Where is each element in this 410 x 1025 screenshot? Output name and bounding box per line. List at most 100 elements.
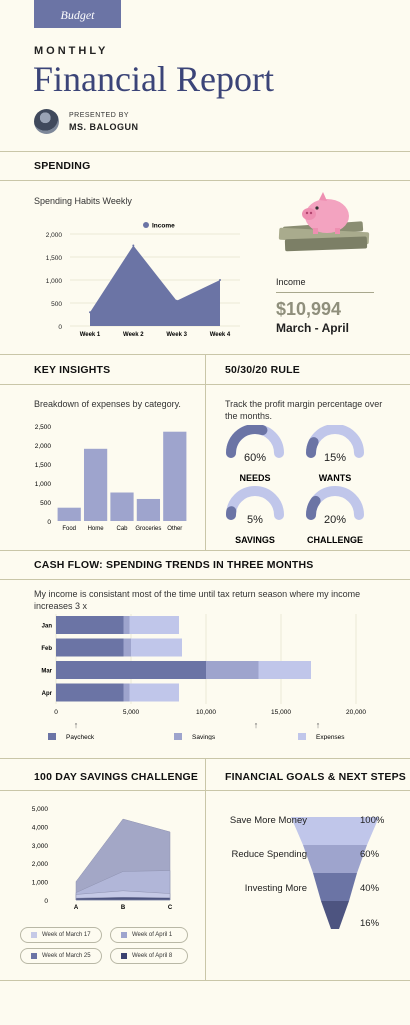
- gauge-value: 20%: [324, 514, 346, 526]
- x-tick-label: Week 3: [166, 332, 187, 338]
- legend-item: Week of April 1: [110, 927, 188, 943]
- goal-percent: 40%: [360, 883, 380, 894]
- bar-segment: [131, 638, 182, 657]
- y-tick-label: 2,000: [46, 232, 63, 239]
- y-tick-label: 1,000: [35, 481, 52, 488]
- legend-label: Week of March 17: [42, 932, 91, 938]
- income-label: Income: [276, 277, 306, 287]
- legend-swatch: [143, 222, 149, 228]
- column-divider: [205, 354, 206, 550]
- presenter-name: MS. BALOGUN: [69, 122, 139, 132]
- funnel-segment: [313, 873, 357, 901]
- y-tick-label: 0: [47, 519, 51, 526]
- gauge-value: 5%: [247, 514, 263, 526]
- gauge-fill: [306, 495, 321, 520]
- y-tick-label: 5,000: [32, 806, 49, 813]
- legend-item: Week of April 8: [110, 948, 188, 964]
- x-tick-label: 15,000: [271, 709, 291, 716]
- y-tick-label: Feb: [41, 646, 52, 652]
- y-tick-label: 0: [44, 898, 48, 905]
- gauge-fill: [306, 437, 319, 458]
- goal-percent: 100%: [360, 815, 385, 826]
- x-tick-label: Other: [167, 526, 182, 532]
- legend-swatch: [121, 953, 127, 959]
- gauge-label: NEEDS: [239, 473, 270, 483]
- y-tick-label: 500: [40, 500, 51, 507]
- data-point: [175, 299, 178, 302]
- y-tick-label: 3,000: [32, 843, 49, 850]
- x-tick-label: 5,000: [123, 709, 140, 716]
- divider: [0, 790, 410, 791]
- funnel-segment: [291, 817, 379, 845]
- goal-label: Reduce Spending: [231, 849, 307, 860]
- divider: [0, 384, 410, 385]
- arrow-marker: ↑: [316, 720, 321, 730]
- bar-segment: [206, 661, 259, 679]
- bar-segment: [129, 616, 179, 634]
- bar-segment: [56, 638, 124, 657]
- legend-swatch: [298, 733, 306, 740]
- gauge-fill: [226, 425, 268, 458]
- x-tick-label: B: [121, 905, 126, 911]
- y-tick-label: Jan: [42, 624, 53, 630]
- x-tick-label: Week 2: [123, 332, 144, 338]
- challenge-area-chart: 0 1,000 2,000 3,000 4,000 5,000 A B C: [32, 806, 173, 911]
- y-tick-label: 1,000: [46, 278, 63, 285]
- y-tick-label: 2,500: [35, 424, 52, 431]
- legend-label: Paycheck: [66, 734, 95, 740]
- y-tick-label: Mar: [41, 669, 52, 675]
- legend-label: Week of April 1: [132, 932, 173, 938]
- legend-item: Week of March 17: [20, 927, 102, 943]
- income-period: March - April: [276, 321, 349, 335]
- goal-percent: 60%: [360, 849, 380, 860]
- legend-label: Expenses: [316, 734, 345, 740]
- gauge-value: 15%: [324, 452, 346, 464]
- series-area: [75, 896, 171, 901]
- legend-label: Income: [152, 223, 175, 230]
- key-insights-title: KEY INSIGHTS: [34, 364, 111, 376]
- legend-swatch: [174, 733, 182, 740]
- legend-swatch: [31, 932, 37, 938]
- x-tick-label: Cab: [116, 526, 128, 532]
- category-bar-chart: 0 500 1,000 1,500 2,000 2,500 Food Home Cab Groce…: [35, 424, 187, 532]
- divider: [0, 550, 410, 551]
- gauge-label: SAVINGS: [235, 535, 275, 545]
- y-tick-label: 1,500: [46, 255, 63, 262]
- x-tick-label: 20,000: [346, 709, 366, 716]
- bar-segment: [258, 661, 311, 679]
- y-tick-label: 2,000: [35, 443, 52, 450]
- data-point: [132, 244, 135, 247]
- column-divider: [205, 758, 206, 980]
- rule-subtitle: Track the profit margin percentage over …: [225, 399, 383, 421]
- legend-swatch: [121, 932, 127, 938]
- x-tick-label: 10,000: [196, 709, 216, 716]
- savings-title: 100 DAY SAVINGS CHALLENGE: [34, 771, 199, 783]
- legend-swatch: [31, 953, 37, 959]
- x-tick-label: Week 1: [80, 332, 101, 338]
- bar-segment: [123, 683, 130, 702]
- presented-by: PRESENTED BY: [69, 112, 130, 119]
- divider: [0, 980, 410, 981]
- rule-title: 50/30/20 RULE: [225, 364, 300, 376]
- y-tick-label: 0: [58, 324, 62, 331]
- funnel-segment: [303, 845, 367, 873]
- overline: MONTHLY: [34, 45, 109, 57]
- weekly-chart-label: Spending Habits Weekly: [34, 196, 132, 206]
- bar-segment: [123, 638, 131, 657]
- data-point: [219, 279, 221, 281]
- income-rule: [276, 292, 374, 293]
- bar-segment: [129, 683, 179, 702]
- bar-segment: [56, 661, 206, 679]
- bar: [163, 431, 187, 521]
- goal-label: Save More Money: [230, 815, 307, 826]
- piggy-bank-illustration: [278, 192, 370, 252]
- divider: [0, 151, 410, 152]
- y-tick-label: 4,000: [32, 824, 49, 831]
- bar-segment: [56, 683, 124, 702]
- x-tick-label: A: [74, 905, 79, 911]
- y-tick-label: Apr: [42, 691, 53, 697]
- y-tick-label: 2,000: [32, 861, 49, 868]
- page-title: Financial Report: [33, 59, 274, 99]
- series-area-income: [90, 245, 220, 326]
- goals-funnel: Save More Money 100% Reduce Spending 60% Inv…: [230, 815, 385, 929]
